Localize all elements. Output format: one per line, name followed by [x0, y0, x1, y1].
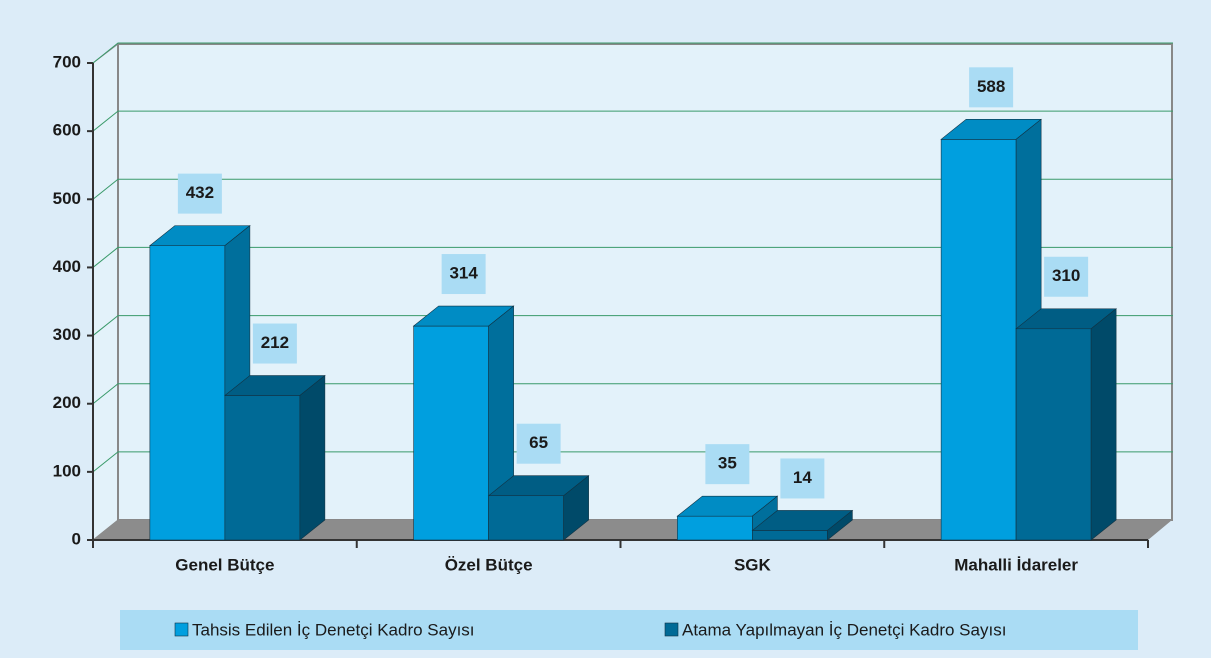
y-tick-label: 200 [53, 393, 81, 412]
x-tick-label: Özel Bütçe [445, 555, 533, 574]
y-tick-label: 500 [53, 189, 81, 208]
label-box [441, 254, 486, 295]
bar-front [1015, 328, 1092, 541]
y-tick-label: 0 [72, 529, 81, 548]
data-label: 14 [793, 468, 812, 487]
bar [487, 475, 590, 541]
x-tick-label: Genel Bütçe [175, 555, 274, 574]
grid-line [92, 178, 1173, 200]
x-tick-label: SGK [734, 555, 772, 574]
label-box [177, 173, 222, 214]
y-tick-label: 600 [53, 121, 81, 140]
x-tick-label: Mahalli İdareler [954, 555, 1078, 574]
label-box [1044, 256, 1089, 297]
y-tick-label: 700 [53, 52, 81, 71]
bar-front [752, 530, 828, 541]
side-wall [92, 42, 119, 542]
bar-side [1090, 308, 1117, 541]
data-label: 314 [449, 264, 478, 283]
y-tick-label: 300 [53, 325, 81, 344]
bar [1015, 308, 1117, 541]
bar [224, 374, 326, 541]
bar-front [940, 139, 1017, 541]
bar-front [413, 325, 489, 541]
bar-side [299, 374, 326, 541]
floor [93, 520, 1172, 540]
grid-line [92, 42, 1173, 64]
bar-side [827, 509, 853, 541]
bar [751, 509, 854, 541]
grid-line [92, 315, 1173, 336]
label-box [252, 323, 297, 364]
data-label: 212 [261, 333, 289, 352]
label-box [969, 67, 1014, 108]
data-label: 432 [186, 183, 214, 202]
bar [412, 305, 515, 541]
grid-line [92, 246, 1173, 268]
label-box [516, 423, 561, 464]
bar-front [488, 495, 564, 541]
bar-front [677, 515, 753, 541]
grid-line [92, 383, 1173, 405]
legend-swatch [664, 622, 679, 637]
data-label: 65 [529, 433, 548, 452]
bar-front [224, 395, 301, 541]
bar-front [149, 245, 226, 541]
data-label: 310 [1052, 266, 1080, 285]
legend-swatch [174, 622, 189, 637]
legend [120, 610, 1138, 650]
data-label: 588 [977, 77, 1005, 96]
grid-line [92, 110, 1173, 132]
y-tick-label: 100 [53, 461, 81, 480]
data-label: 35 [718, 454, 737, 473]
grid-line [92, 451, 1173, 473]
label-box [705, 444, 750, 485]
legend-label: Atama Yapılmayan İç Denetçi Kadro Sayısı [682, 620, 1006, 639]
label-box [780, 458, 825, 499]
legend-label: Tahsis Edilen İç Denetçi Kadro Sayısı [192, 620, 475, 639]
y-tick-label: 400 [53, 257, 81, 276]
bar-side [563, 475, 589, 541]
